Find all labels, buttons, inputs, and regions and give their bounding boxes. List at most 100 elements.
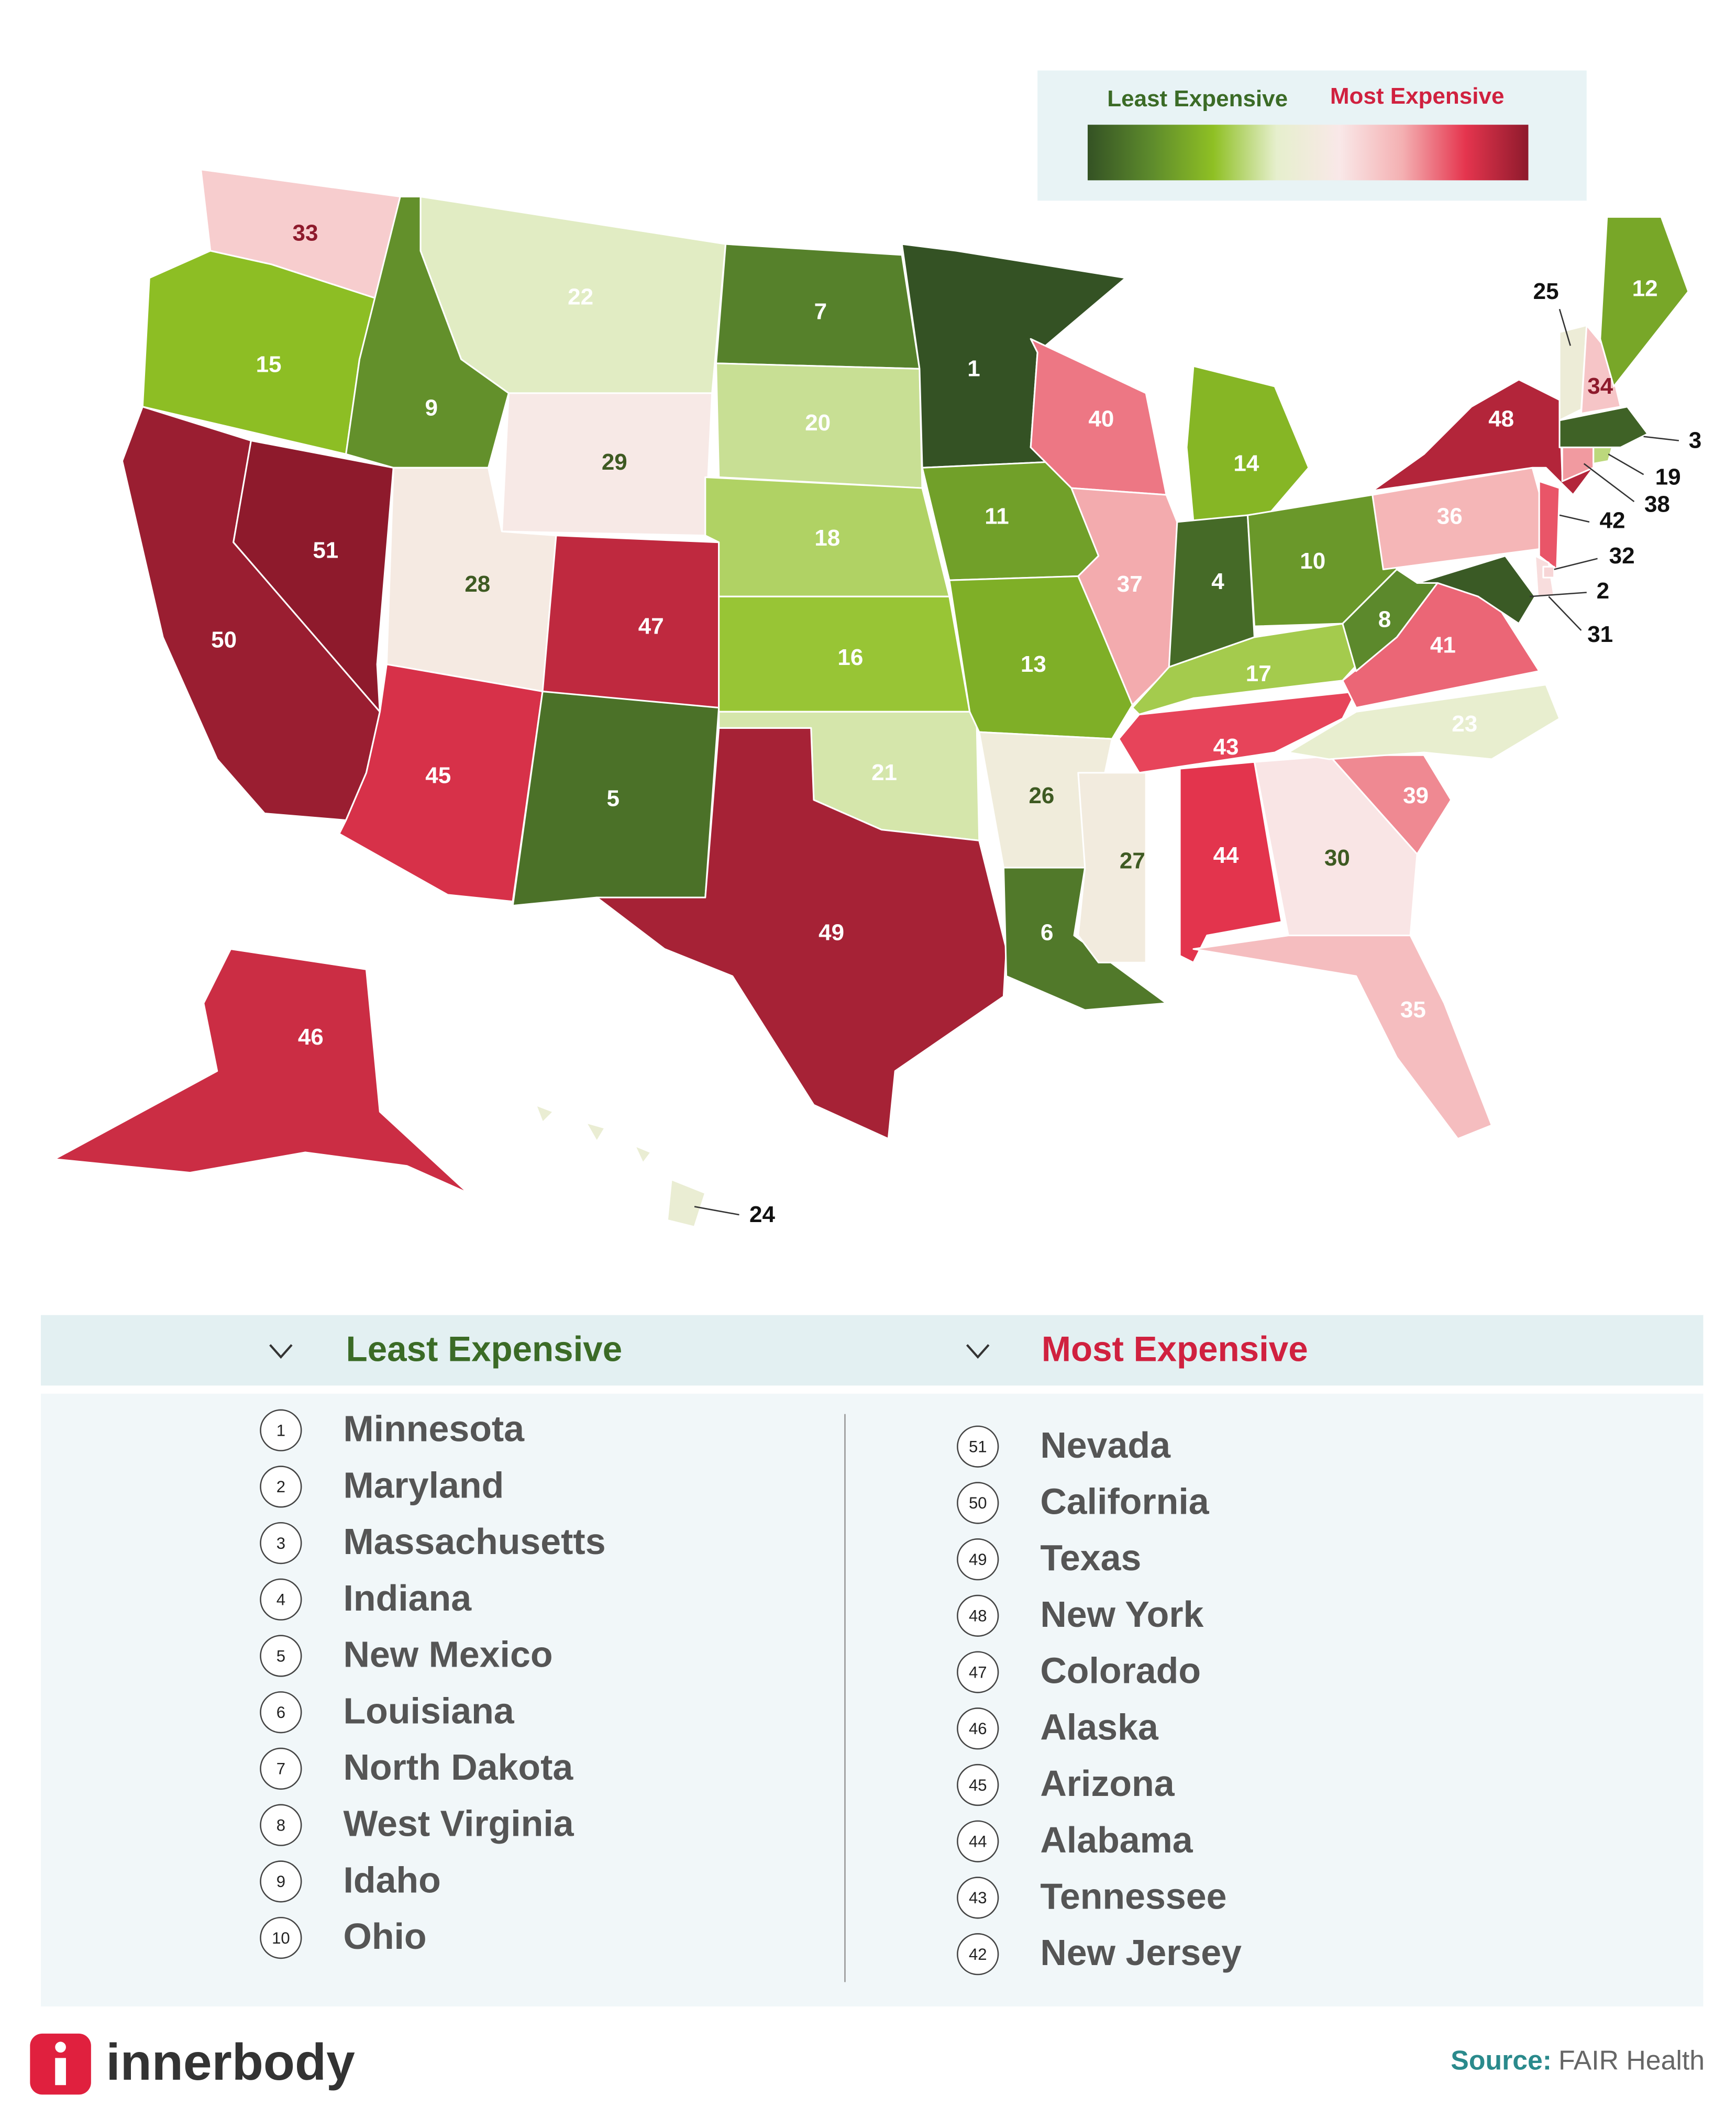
- state: [1077, 772, 1147, 963]
- rank-number: 43: [969, 1889, 987, 1907]
- leader-line: [1583, 463, 1635, 503]
- rank-number: 3: [277, 1534, 285, 1552]
- state-rank-label: 8: [1378, 607, 1391, 633]
- state-rank-label: 16: [837, 645, 863, 670]
- state-rank-label: 47: [638, 613, 664, 639]
- state: [535, 1104, 706, 1228]
- rank-badge: [260, 1747, 302, 1790]
- state-rank-label: 34: [1587, 373, 1613, 399]
- state-name: New Mexico: [343, 1634, 552, 1675]
- state-rank-label: 35: [1400, 997, 1426, 1023]
- state-rank-label: 49: [819, 920, 844, 946]
- rank-badge: [260, 1635, 302, 1677]
- state-rank-label: 9: [425, 395, 438, 421]
- left-heading: Least Expensive: [346, 1329, 623, 1369]
- state-rank-label: 14: [1233, 451, 1259, 476]
- rank-number: 6: [277, 1703, 285, 1722]
- state-name: New Jersey: [1040, 1932, 1242, 1973]
- rank-number: 44: [969, 1833, 987, 1851]
- state-rank-label: 26: [1029, 783, 1054, 808]
- rank-badge: [260, 1860, 302, 1903]
- state-rank-label: 36: [1437, 504, 1463, 529]
- state-rank-label: 38: [1644, 491, 1670, 517]
- state-rank-label: 25: [1533, 279, 1559, 304]
- legend-low-label: Least Expensive: [1107, 86, 1288, 112]
- state: [233, 439, 394, 713]
- rank-badge: [957, 1425, 999, 1468]
- state-rank-label: 11: [985, 504, 1009, 529]
- state-name: Idaho: [343, 1859, 440, 1900]
- state-rank-label: 18: [814, 525, 840, 551]
- state-rank-label: 1: [967, 356, 980, 381]
- state-rank-label: 24: [749, 1202, 775, 1227]
- state-name: Minnesota: [343, 1408, 525, 1449]
- rank-badge: [957, 1877, 999, 1919]
- chevron-icon: [966, 1344, 990, 1359]
- logo-text: innerbody: [106, 2033, 355, 2091]
- state-name: Texas: [1040, 1537, 1141, 1578]
- state-rank-label: 29: [602, 449, 627, 475]
- rank-badge: [957, 1538, 999, 1581]
- state-rank-label: 37: [1117, 571, 1143, 597]
- state-rank-label: 21: [871, 760, 897, 785]
- state: [1538, 480, 1561, 571]
- state-rank-label: 48: [1488, 406, 1514, 431]
- state-rank-label: 45: [425, 762, 451, 788]
- state: [1287, 684, 1561, 760]
- rank-number: 49: [969, 1550, 987, 1569]
- rank-badge: [957, 1482, 999, 1524]
- state-name: Alaska: [1040, 1706, 1159, 1747]
- state: [1192, 935, 1493, 1140]
- state-rank-label: 23: [1452, 711, 1477, 737]
- rank-number: 8: [277, 1816, 285, 1834]
- logo-icon-dot: [55, 2042, 66, 2053]
- state-name: New York: [1040, 1594, 1203, 1635]
- state-name: Maryland: [343, 1465, 504, 1505]
- state-name: Arizona: [1040, 1763, 1175, 1804]
- state-rank-label: 27: [1120, 848, 1145, 873]
- state-rank-label: 51: [313, 537, 338, 563]
- legend-gradient: [1087, 125, 1529, 181]
- leader-line: [1529, 592, 1587, 597]
- state-name: Ohio: [343, 1916, 426, 1957]
- state-rank-label: 17: [1246, 661, 1271, 686]
- state-rank-label: 28: [465, 571, 490, 597]
- state-rank-label: 20: [805, 410, 831, 436]
- rank-number: 4: [277, 1591, 285, 1609]
- leader-line: [1559, 514, 1590, 523]
- state: [1599, 216, 1689, 387]
- rank-badge: [260, 1804, 302, 1846]
- state-rank-label: 5: [606, 785, 619, 811]
- state-rank-label: 33: [292, 220, 318, 246]
- map: 3315505192229284745572018162149111132664…: [53, 169, 1701, 1228]
- state-rank-label: 46: [298, 1024, 324, 1050]
- state-rank-label: 10: [1300, 548, 1325, 574]
- state-name: Tennessee: [1040, 1876, 1226, 1916]
- state-rank-label: 15: [256, 352, 282, 378]
- state: [1186, 365, 1310, 523]
- list-header: [41, 1315, 1704, 1386]
- rank-badge: [957, 1707, 999, 1750]
- state-name: Massachusetts: [343, 1521, 605, 1562]
- state-rank-label: 19: [1655, 464, 1681, 490]
- state-rank-label: 2: [1597, 578, 1609, 604]
- logo-icon-stem: [55, 2058, 66, 2085]
- state-rank-label: 30: [1324, 845, 1350, 871]
- state-name: Alabama: [1040, 1820, 1193, 1860]
- state: [1070, 487, 1178, 706]
- state-name: California: [1040, 1481, 1209, 1522]
- rank-badge: [957, 1763, 999, 1806]
- state-name: Nevada: [1040, 1425, 1171, 1466]
- rank-badge: [957, 1651, 999, 1693]
- ranking-list: 1 Minnesota 2 Maryland 3 Massachusetts 4 Indian…: [260, 1408, 1242, 1976]
- chevron-icon: [269, 1344, 293, 1359]
- state-rank-label: 43: [1213, 734, 1239, 760]
- rank-badge: [260, 1522, 302, 1565]
- rank-badge: [260, 1916, 302, 1959]
- rank-number: 45: [969, 1776, 987, 1794]
- rank-number: 46: [969, 1719, 987, 1738]
- state-rank-label: 31: [1587, 622, 1613, 647]
- rank-number: 42: [969, 1945, 987, 1963]
- rank-number: 50: [969, 1494, 987, 1512]
